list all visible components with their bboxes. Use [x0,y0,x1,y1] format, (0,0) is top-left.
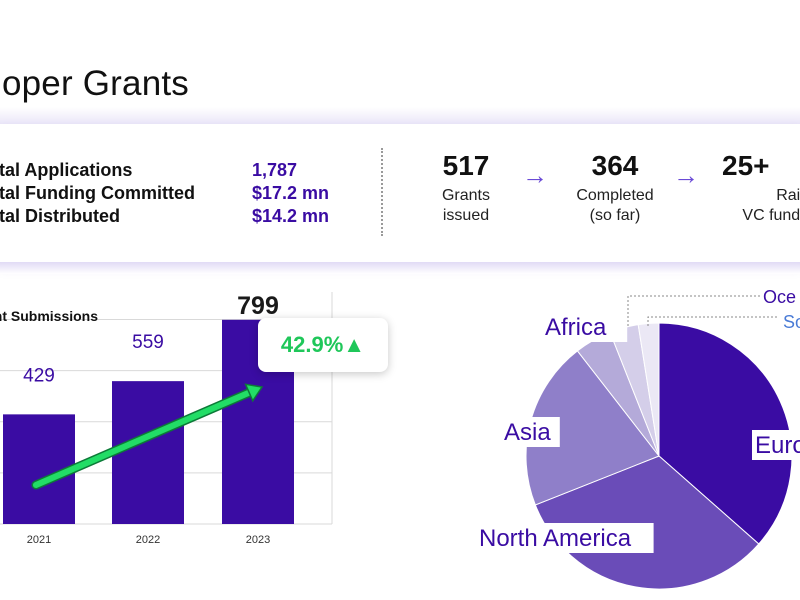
x-tick-label: 2023 [246,534,270,546]
growth-callout-text: 42.9%▲ [258,332,388,358]
page-title: loper Grants [0,64,189,103]
bar-value-label: 429 [23,365,55,386]
bar-value-label: 559 [132,332,164,353]
growth-arrow-shaft [33,389,253,488]
leader-line [627,295,760,326]
stat-value-committed: $17.2 mn [252,183,330,203]
stat-value-distributed: $14.2 mn [252,206,330,226]
growth-arrow-head [244,383,264,403]
completed-caption-text: Completed (so far) [576,187,654,224]
stats-panel [0,124,800,262]
stats-shadow-band [0,262,800,274]
pie-label-bg [542,312,628,342]
vc-funded-number: 25+ [722,150,770,181]
vc-funded-caption: Raised VC funding/ [716,186,800,226]
growth-callout: 42.9%▲ [258,318,388,372]
bar-chart-title: ant Submissions [0,308,99,324]
stat-value-applications: 1,787 [252,160,298,180]
pie-slice-so [637,322,660,457]
pie-label: Oce [763,287,796,307]
x-tick-label: 2021 [27,534,51,546]
stat-label-applications: otal Applications [0,160,133,180]
stat-label-committed: otal Funding Committed [0,183,195,203]
pie-label-bg [476,523,654,553]
bar-value-label: 799 [237,292,279,320]
pie-label: Africa [545,314,607,341]
region-pie-chart: Euro North America Asia Africa Oce So [476,287,800,590]
pie-label: So [783,312,800,332]
x-tick-label: 2022 [136,534,160,546]
pie-label-bg [752,430,800,460]
pie-label-bg [501,417,560,447]
stats-divider [381,148,383,236]
vc-funded-caption-text: Raised VC funding/ [742,187,800,224]
growth-percentage: 42.9% [280,332,344,357]
pie-label: North America [479,525,632,552]
header-band [0,107,800,127]
grants-issued-caption: Grants issued [416,186,516,226]
arrow-right-icon: → [673,160,699,190]
completed-caption: Completed (so far) [560,186,670,226]
bar-2022 [112,381,184,524]
up-triangle-icon: ▲ [343,332,366,357]
pie-label: Euro [755,432,800,459]
leader-line [647,316,778,326]
completed-number: 364 [591,150,639,181]
grants-issued-number: 517 [442,150,490,181]
arrow-right-icon: → [522,160,548,190]
grants-issued-caption-text: Grants issued [441,187,490,224]
pie-slice-euro [658,322,793,545]
stat-label-distributed: otal Distributed [0,206,121,226]
pie-label: Asia [504,419,551,446]
